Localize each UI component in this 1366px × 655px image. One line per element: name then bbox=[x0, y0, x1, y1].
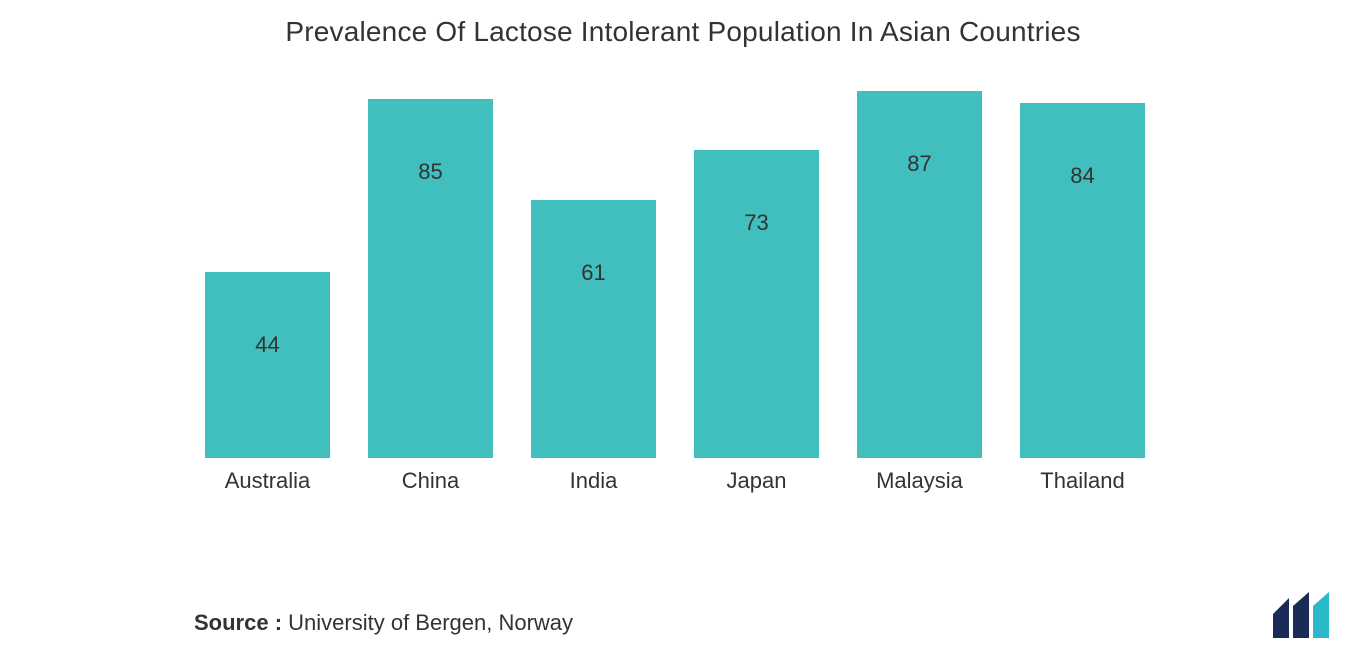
bar-value-label: 84 bbox=[1070, 163, 1094, 189]
bar: 73 bbox=[694, 150, 819, 458]
bar-value-label: 44 bbox=[255, 332, 279, 358]
brand-logo bbox=[1271, 592, 1341, 640]
logo-bars-icon bbox=[1273, 592, 1329, 638]
bar: 61 bbox=[531, 200, 656, 458]
bar-slot: 85 bbox=[368, 78, 493, 458]
x-axis-label: Australia bbox=[205, 468, 330, 494]
bar-slot: 73 bbox=[694, 78, 819, 458]
bar-slot: 61 bbox=[531, 78, 656, 458]
bar-slot: 87 bbox=[857, 78, 982, 458]
x-axis-label: Malaysia bbox=[857, 468, 982, 494]
bar: 87 bbox=[857, 91, 982, 458]
bar-group: 44 85 61 73 87 84 bbox=[205, 78, 1145, 458]
bar-slot: 84 bbox=[1020, 78, 1145, 458]
chart-area: 448561738784 AustraliaChinaIndiaJapanMal… bbox=[205, 78, 1145, 488]
source-text: University of Bergen, Norway bbox=[288, 610, 573, 635]
source-label: Source : bbox=[194, 610, 282, 635]
bar-value-label: 87 bbox=[907, 151, 931, 177]
x-axis-label: India bbox=[531, 468, 656, 494]
bar-value-label: 73 bbox=[744, 210, 768, 236]
chart-title: Prevalence Of Lactose Intolerant Populat… bbox=[0, 0, 1366, 48]
x-axis-labels: Australia China India Japan Malaysia Thailand bbox=[205, 468, 1145, 494]
bar-value-label: 85 bbox=[418, 159, 442, 185]
x-axis-label: Thailand bbox=[1020, 468, 1145, 494]
bar: 84 bbox=[1020, 103, 1145, 458]
bar: 44 bbox=[205, 272, 330, 458]
x-axis-label: China bbox=[368, 468, 493, 494]
bar-slot: 44 bbox=[205, 78, 330, 458]
bar: 85 bbox=[368, 99, 493, 458]
bar-value-label: 61 bbox=[581, 260, 605, 286]
source-line: Source : University of Bergen, Norway bbox=[194, 610, 573, 636]
x-axis-label: Japan bbox=[694, 468, 819, 494]
